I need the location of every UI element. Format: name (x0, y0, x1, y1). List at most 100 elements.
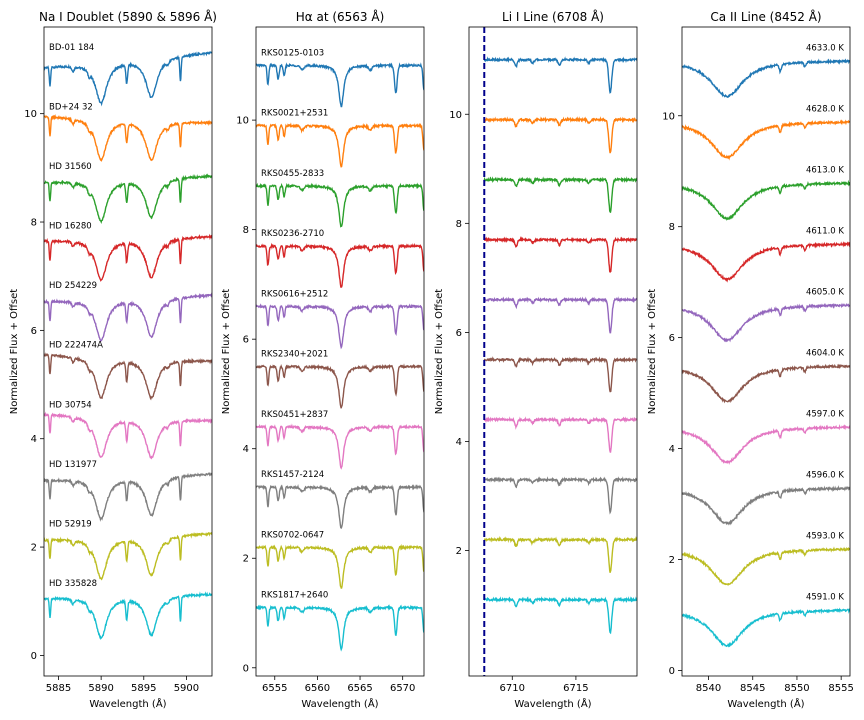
series-label: 4604.0 K (806, 348, 844, 358)
series-label: 4605.0 K (806, 287, 844, 297)
spectrum-line-2 (256, 122, 424, 168)
y-tick-label: 4 (31, 434, 37, 445)
spectrum-line-7 (682, 424, 850, 465)
x-axis-label: Wavelength (Å) (727, 697, 804, 710)
x-tick-label: 5890 (88, 683, 113, 694)
series-label: HD 30754 (49, 400, 92, 410)
y-tick-label: 6 (31, 326, 37, 337)
panel-title: Hα at (6563 Å) (296, 9, 385, 24)
y-axis-label: Normalized Flux + Offset (434, 289, 445, 415)
series-label: RKS1817+2640 (261, 591, 328, 601)
spectrum-line-6 (44, 352, 212, 401)
spectrum-line-8 (44, 471, 212, 522)
spectrum-line-3 (44, 173, 212, 224)
series-label: 4611.0 K (806, 226, 844, 236)
y-tick-label: 10 (236, 116, 249, 127)
series-label: HD 31560 (49, 162, 92, 172)
spectrum-line-5 (256, 303, 424, 350)
axes-frame (681, 26, 851, 677)
series-label: RKS0125-0103 (261, 48, 324, 58)
series-label: HD 52919 (49, 519, 92, 529)
spectrum-line-4 (44, 233, 212, 282)
series-label: HD 131977 (49, 460, 97, 470)
y-tick-label: 8 (669, 222, 675, 233)
panel-3 (465, 26, 638, 680)
spectrum-line-2 (44, 114, 212, 162)
spectrum-line-6 (256, 363, 424, 409)
spectrum-line-8 (682, 485, 850, 526)
spectrum-line-1 (44, 51, 212, 107)
y-tick-label: 6 (456, 328, 462, 339)
panel-2 (252, 26, 425, 680)
series-label: 4633.0 K (806, 43, 844, 53)
spectrum-line-10 (256, 604, 424, 652)
x-tick-label: 8555 (828, 683, 853, 694)
y-axis-label: Normalized Flux + Offset (9, 289, 20, 415)
spectrum-line-5 (682, 302, 850, 343)
x-tick-label: 8540 (696, 683, 721, 694)
y-axis-label: Normalized Flux + Offset (647, 289, 658, 415)
axes-frame (255, 26, 425, 677)
spectrum-line-6 (483, 356, 637, 393)
x-tick-label: 6555 (262, 683, 287, 694)
y-tick-label: 8 (456, 219, 462, 230)
y-axis-label: Normalized Flux + Offset (221, 289, 232, 415)
y-tick-label: 2 (31, 543, 37, 554)
series-label: RKS2340+2021 (261, 350, 328, 360)
spectrum-line-5 (483, 296, 637, 334)
y-tick-label: 6 (669, 333, 675, 344)
x-tick-label: 8545 (740, 683, 765, 694)
x-tick-label: 6570 (390, 683, 415, 694)
x-axis-label: Wavelength (Å) (514, 697, 591, 710)
spectrum-line-7 (256, 423, 424, 470)
series-label: HD 335828 (49, 579, 97, 589)
x-axis-label: Wavelength (Å) (89, 697, 166, 710)
spectrum-line-7 (44, 411, 212, 460)
y-tick-label: 4 (456, 437, 462, 448)
x-tick-label: 8550 (784, 683, 809, 694)
series-label: 4596.0 K (806, 470, 844, 480)
spectrum-line-5 (44, 292, 212, 343)
y-tick-label: 10 (449, 110, 462, 121)
series-label: 4593.0 K (806, 531, 844, 541)
series-label: BD-01 184 (49, 43, 94, 53)
spectrum-line-3 (256, 182, 424, 228)
spectrum-line-10 (682, 607, 850, 648)
series-label: 4597.0 K (806, 409, 844, 419)
spectrum-line-9 (256, 543, 424, 589)
series-label: RKS0451+2837 (261, 410, 328, 420)
x-tick-label: 6715 (563, 683, 588, 694)
y-tick-label: 0 (243, 663, 249, 674)
axes-frame (468, 26, 638, 677)
series-label: 4628.0 K (806, 104, 844, 114)
spectrum-line-9 (682, 546, 850, 587)
spectrum-line-7 (483, 416, 637, 453)
y-tick-label: 6 (243, 335, 249, 346)
x-tick-label: 6565 (347, 683, 372, 694)
spectrum-line-8 (483, 476, 637, 515)
y-tick-label: 0 (31, 651, 37, 662)
series-label: RKS0455-2833 (261, 169, 324, 179)
spectrum-line-1 (483, 56, 637, 94)
y-tick-label: 10 (662, 111, 675, 122)
series-label: BD+24 32 (49, 102, 93, 112)
series-label: HD 222474A (49, 341, 103, 351)
x-tick-label: 5885 (46, 683, 71, 694)
spectrum-line-3 (483, 176, 637, 214)
y-tick-label: 8 (243, 225, 249, 236)
panel-title: Na I Doublet (5890 & 5896 Å) (39, 9, 217, 24)
spectrum-line-6 (682, 363, 850, 404)
series-label: RKS0021+2531 (261, 109, 328, 119)
y-tick-label: 10 (24, 109, 37, 120)
x-tick-label: 5895 (131, 683, 156, 694)
x-tick-label: 6710 (500, 683, 525, 694)
series-label: RKS1457-2124 (261, 470, 324, 480)
x-tick-label: 6560 (305, 683, 330, 694)
y-tick-label: 2 (243, 554, 249, 565)
panel-1 (40, 26, 213, 680)
spectrum-line-10 (44, 591, 212, 640)
y-tick-label: 2 (456, 546, 462, 557)
series-label: HD 16280 (49, 222, 92, 232)
spectrum-line-1 (682, 58, 850, 98)
